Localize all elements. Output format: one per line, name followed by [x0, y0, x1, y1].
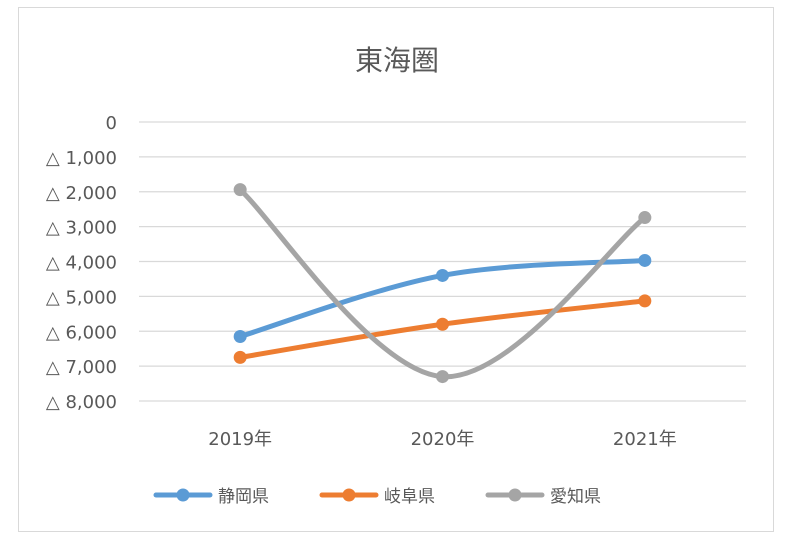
gridlines	[139, 121, 746, 402]
y-tick-label: △ 4,000	[46, 253, 117, 274]
data-point	[638, 211, 652, 225]
x-tick-label: 2020年	[411, 429, 475, 450]
series-2	[233, 294, 652, 364]
x-tick-label: 2021年	[613, 429, 677, 450]
y-tick-label: △ 8,000	[46, 392, 117, 413]
chart-frame: 東海圏 0 △ 1,000 △ 2,000 △ 3,000 △ 4,000 △ 5,000…	[18, 7, 774, 532]
legend-item: 静岡県	[153, 487, 269, 507]
data-point	[436, 268, 449, 282]
series-3	[233, 183, 652, 384]
chart-title: 東海圏	[355, 44, 439, 77]
legend: 静岡県 岐阜県 愛知県	[153, 487, 601, 507]
data-point	[233, 183, 247, 197]
legend-label: 静岡県	[218, 487, 269, 507]
legend-marker	[508, 488, 522, 502]
x-tick-label: 2019年	[208, 429, 272, 450]
legend-label: 愛知県	[550, 487, 601, 507]
y-tick-label: △ 6,000	[46, 322, 117, 343]
y-tick-label: △ 1,000	[46, 148, 117, 169]
legend-item: 岐阜県	[319, 487, 435, 507]
data-point	[638, 294, 652, 308]
y-axis-tick-labels: 0 △ 1,000 △ 2,000 △ 3,000 △ 4,000 △ 5,000 △ 6,…	[46, 113, 117, 413]
legend-label: 岐阜県	[384, 487, 435, 507]
x-axis-tick-labels: 2019年 2020年 2021年	[208, 429, 676, 450]
series-lines	[233, 183, 652, 384]
y-tick-label: △ 7,000	[46, 357, 117, 378]
legend-marker	[176, 488, 190, 502]
y-tick-label: △ 5,000	[46, 287, 117, 308]
y-tick-label: △ 3,000	[46, 218, 117, 239]
legend-item: 愛知県	[485, 487, 601, 507]
data-point	[436, 317, 449, 331]
data-point	[638, 253, 652, 267]
data-point	[233, 329, 247, 343]
series-1	[233, 253, 652, 343]
y-tick-label: 0	[106, 113, 117, 134]
legend-marker	[342, 488, 356, 502]
data-point	[233, 350, 247, 364]
line-chart: 東海圏 0 △ 1,000 △ 2,000 △ 3,000 △ 4,000 △ 5,000…	[46, 44, 746, 507]
y-tick-label: △ 2,000	[46, 183, 117, 204]
data-point	[436, 370, 449, 384]
